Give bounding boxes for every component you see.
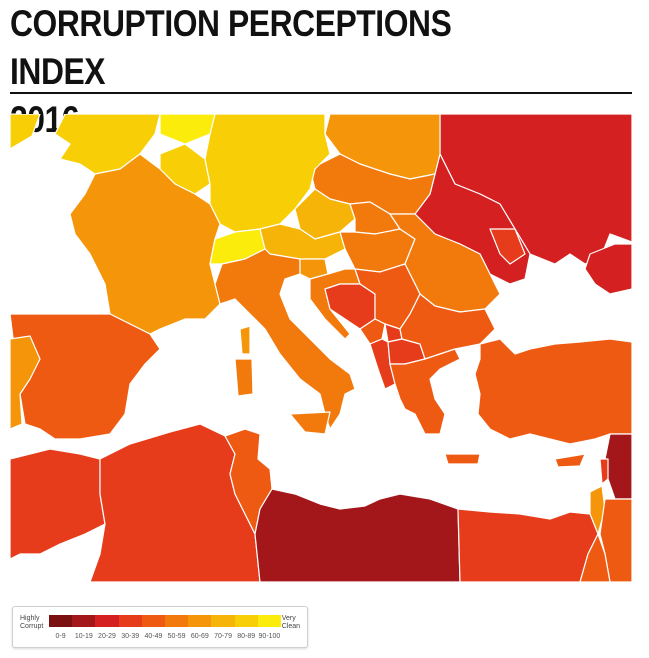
map-svg <box>10 114 632 582</box>
region-france <box>69 153 221 335</box>
legend-low-label-line1: Highly <box>20 615 40 622</box>
region-lebanon <box>599 458 609 485</box>
region-portugal <box>10 335 41 430</box>
region-jordan <box>599 498 632 582</box>
region-spain <box>10 313 161 440</box>
legend-swatch <box>257 615 282 627</box>
legend-tick-label: 90-100 <box>258 633 281 640</box>
region-sardinia <box>234 358 254 397</box>
legend-tick-label: 10-19 <box>74 633 93 640</box>
region-montenegro <box>359 318 386 345</box>
legend-ticks: 0-9 10-19 20-29 30-39 40-49 50-59 60-69 70-79 80… <box>49 633 281 640</box>
legend-swatch <box>165 615 189 627</box>
legend-tick-label: 30-39 <box>121 633 140 640</box>
region-greece <box>389 348 461 435</box>
legend-low-label: Highly Corrupt <box>20 615 43 631</box>
legend-swatch <box>118 615 142 627</box>
title-line-1: CORRUPTION PERCEPTIONS INDEX <box>10 3 452 92</box>
legend-tick-label: 40-49 <box>144 633 163 640</box>
region-corsica <box>239 325 251 355</box>
region-ireland <box>10 114 41 150</box>
region-sicily <box>289 411 331 435</box>
legend-tick-label: 20-29 <box>98 633 116 640</box>
legend-tick-label: 0-9 <box>55 633 66 640</box>
legend: Highly Corrupt 0-9 10-19 20-29 30-39 40-49 50… <box>12 606 308 648</box>
legend-tick-label: 50-59 <box>167 633 186 640</box>
region-egypt <box>457 508 599 582</box>
legend-tick-label: 80-89 <box>237 633 256 640</box>
region-crete <box>444 453 481 465</box>
legend-low-label-line2: Corrupt <box>20 623 44 630</box>
legend-swatch <box>188 615 212 627</box>
page-title: CORRUPTION PERCEPTIONS INDEX 2016 <box>10 0 548 144</box>
legend-swatch <box>234 615 258 627</box>
region-crimea <box>584 243 632 295</box>
region-moldova <box>489 228 526 265</box>
legend-swatch <box>49 615 73 627</box>
region-morocco <box>10 448 106 560</box>
legend-swatch <box>141 615 166 627</box>
legend-tick-label: 70-79 <box>214 633 232 640</box>
region-libya <box>254 488 461 582</box>
legend-swatch <box>211 615 235 627</box>
region-saudi-arabia <box>579 533 611 582</box>
region-syria <box>604 433 632 500</box>
title-underline <box>10 92 632 94</box>
legend-high-label: Very Clean <box>282 615 300 631</box>
region-turkey <box>474 338 632 445</box>
choropleth-map <box>10 114 632 582</box>
legend-swatches <box>49 615 282 627</box>
legend-high-label-line1: Very <box>281 615 296 622</box>
legend-tick-label: 60-69 <box>190 633 209 640</box>
region-denmark <box>159 114 216 145</box>
region-cyprus <box>554 453 586 468</box>
legend-swatch <box>95 615 119 627</box>
legend-high-label-line2: Clean <box>281 623 300 630</box>
legend-swatch <box>72 615 96 627</box>
